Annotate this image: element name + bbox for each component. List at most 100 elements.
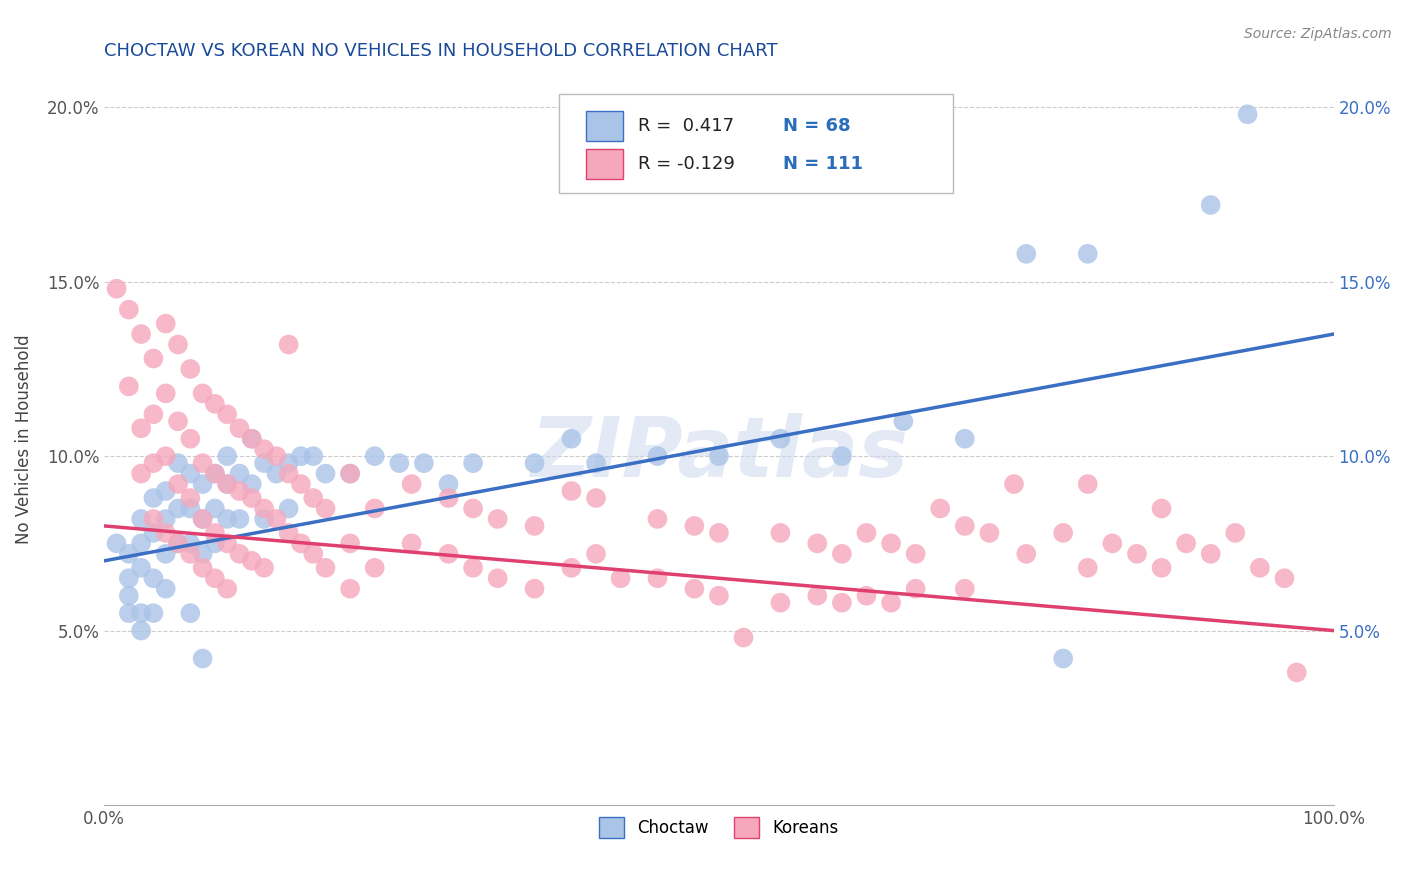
Point: [437, 491, 460, 505]
Point: [401, 536, 423, 550]
Point: [155, 449, 177, 463]
Point: [118, 302, 141, 317]
Point: [142, 512, 165, 526]
Point: [167, 456, 190, 470]
Point: [339, 467, 361, 481]
Text: ZIPatlas: ZIPatlas: [530, 413, 908, 494]
Point: [904, 547, 927, 561]
Point: [167, 501, 190, 516]
Point: [364, 449, 387, 463]
Point: [1015, 247, 1038, 261]
Point: [1175, 536, 1198, 550]
Point: [129, 512, 152, 526]
Point: [240, 491, 263, 505]
Point: [155, 512, 177, 526]
Point: [240, 477, 263, 491]
Text: CHOCTAW VS KOREAN NO VEHICLES IN HOUSEHOLD CORRELATION CHART: CHOCTAW VS KOREAN NO VEHICLES IN HOUSEHO…: [104, 42, 778, 60]
Point: [191, 456, 214, 470]
Point: [179, 606, 201, 620]
Point: [707, 525, 730, 540]
Point: [315, 501, 337, 516]
Point: [277, 525, 299, 540]
Point: [204, 501, 226, 516]
Point: [228, 421, 250, 435]
Point: [647, 449, 669, 463]
Point: [953, 519, 976, 533]
Legend: Choctaw, Koreans: Choctaw, Koreans: [592, 811, 845, 845]
Point: [560, 432, 582, 446]
Point: [155, 317, 177, 331]
Point: [266, 449, 288, 463]
Point: [228, 547, 250, 561]
Point: [118, 606, 141, 620]
Point: [204, 525, 226, 540]
Point: [179, 491, 201, 505]
Point: [609, 571, 631, 585]
Point: [437, 547, 460, 561]
Point: [302, 491, 325, 505]
Point: [191, 512, 214, 526]
Point: [240, 432, 263, 446]
Point: [253, 501, 276, 516]
Point: [461, 561, 484, 575]
Point: [647, 571, 669, 585]
Point: [118, 379, 141, 393]
Point: [204, 536, 226, 550]
Point: [302, 547, 325, 561]
Point: [217, 512, 239, 526]
Point: [228, 512, 250, 526]
Point: [118, 547, 141, 561]
Point: [167, 477, 190, 491]
Point: [142, 606, 165, 620]
Point: [290, 449, 312, 463]
Point: [228, 483, 250, 498]
Point: [253, 442, 276, 457]
Point: [167, 536, 190, 550]
Point: [1225, 525, 1247, 540]
Point: [167, 337, 190, 351]
Point: [953, 432, 976, 446]
Point: [191, 477, 214, 491]
Point: [388, 456, 411, 470]
Point: [253, 456, 276, 470]
FancyBboxPatch shape: [560, 95, 952, 194]
Point: [204, 467, 226, 481]
Point: [217, 407, 239, 421]
Point: [1002, 477, 1025, 491]
Point: [1285, 665, 1308, 680]
Point: [266, 512, 288, 526]
Point: [1015, 547, 1038, 561]
Point: [953, 582, 976, 596]
Point: [461, 456, 484, 470]
Point: [523, 582, 546, 596]
Point: [179, 501, 201, 516]
Point: [204, 467, 226, 481]
Text: R = -0.129: R = -0.129: [638, 155, 735, 173]
Point: [240, 554, 263, 568]
Point: [806, 589, 828, 603]
Point: [217, 536, 239, 550]
Point: [1052, 651, 1074, 665]
Point: [1077, 477, 1099, 491]
Point: [179, 547, 201, 561]
Point: [315, 561, 337, 575]
Point: [364, 561, 387, 575]
Point: [118, 571, 141, 585]
Point: [683, 519, 706, 533]
Point: [253, 561, 276, 575]
Point: [217, 449, 239, 463]
Point: [129, 606, 152, 620]
Point: [129, 536, 152, 550]
Point: [290, 477, 312, 491]
Point: [315, 467, 337, 481]
Point: [129, 327, 152, 342]
Point: [1150, 561, 1173, 575]
Point: [191, 561, 214, 575]
Point: [191, 512, 214, 526]
Point: [1249, 561, 1271, 575]
Point: [217, 477, 239, 491]
Point: [155, 386, 177, 401]
Point: [364, 501, 387, 516]
Point: [904, 582, 927, 596]
Point: [1236, 107, 1258, 121]
